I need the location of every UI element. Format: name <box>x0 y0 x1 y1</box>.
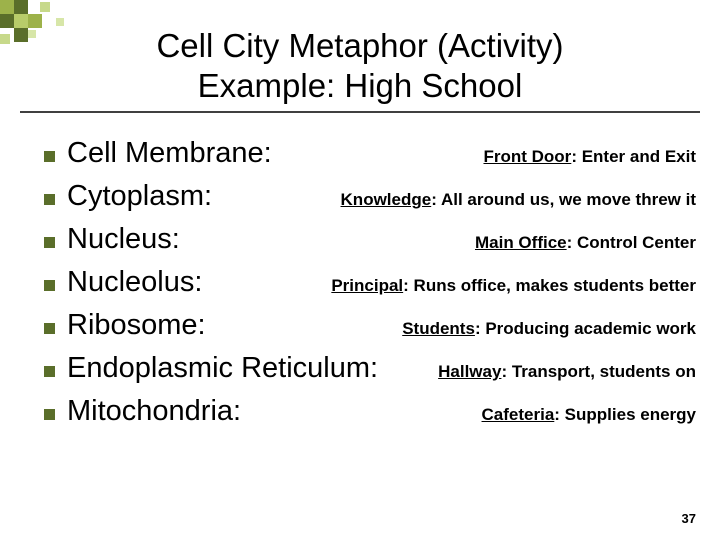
bullet-icon <box>44 323 55 334</box>
term-label: Ribosome: <box>67 309 206 342</box>
description-rest: : All around us, we move threw it <box>431 190 696 209</box>
description-rest: : Supplies energy <box>554 405 696 424</box>
description-underlined: Front Door <box>483 147 571 166</box>
description-underlined: Students <box>402 319 475 338</box>
description-underlined: Knowledge <box>341 190 432 209</box>
slide-title: Cell City Metaphor (Activity) Example: H… <box>20 26 700 105</box>
description-label: Front Door: Enter and Exit <box>483 147 696 167</box>
description-label: Principal: Runs office, makes students b… <box>331 276 696 296</box>
list-item: Cell Membrane: Front Door: Enter and Exit <box>44 137 696 170</box>
list-item: Nucleus: Main Office: Control Center <box>44 223 696 256</box>
description-rest: : Runs office, makes students better <box>403 276 696 295</box>
description-label: Hallway: Transport, students on <box>438 362 696 382</box>
description-rest: : Enter and Exit <box>571 147 696 166</box>
description-label: Main Office: Control Center <box>475 233 696 253</box>
bullet-icon <box>44 237 55 248</box>
bullet-icon <box>44 194 55 205</box>
description-label: Cafeteria: Supplies energy <box>482 405 696 425</box>
description-label: Students: Producing academic work <box>402 319 696 339</box>
term-label: Endoplasmic Reticulum: <box>67 352 378 385</box>
description-rest: : Producing academic work <box>475 319 696 338</box>
bullet-icon <box>44 366 55 377</box>
term-label: Nucleus: <box>67 223 180 256</box>
term-label: Cell Membrane: <box>67 137 272 170</box>
slide-container: Cell City Metaphor (Activity) Example: H… <box>0 0 720 540</box>
title-line-1: Cell City Metaphor (Activity) <box>156 27 563 64</box>
description-rest: : Control Center <box>567 233 696 252</box>
bullet-icon <box>44 280 55 291</box>
bullet-icon <box>44 409 55 420</box>
page-number: 37 <box>682 511 696 526</box>
list-item: Ribosome: Students: Producing academic wo… <box>44 309 696 342</box>
description-rest: : Transport, students on <box>501 362 696 381</box>
bullet-icon <box>44 151 55 162</box>
description-underlined: Hallway <box>438 362 501 381</box>
bullet-list: Cell Membrane: Front Door: Enter and Exit… <box>20 137 700 428</box>
description-underlined: Principal <box>331 276 403 295</box>
description-underlined: Main Office <box>475 233 567 252</box>
term-label: Cytoplasm: <box>67 180 212 213</box>
description-label: Knowledge: All around us, we move threw … <box>341 190 696 210</box>
list-item: Endoplasmic Reticulum: Hallway: Transport… <box>44 352 696 385</box>
list-item: Mitochondria: Cafeteria: Supplies energy <box>44 395 696 428</box>
title-underline <box>20 111 700 113</box>
list-item: Nucleolus: Principal: Runs office, makes … <box>44 266 696 299</box>
title-line-2: Example: High School <box>198 67 523 104</box>
list-item: Cytoplasm: Knowledge: All around us, we m… <box>44 180 696 213</box>
term-label: Nucleolus: <box>67 266 202 299</box>
description-underlined: Cafeteria <box>482 405 555 424</box>
term-label: Mitochondria: <box>67 395 241 428</box>
